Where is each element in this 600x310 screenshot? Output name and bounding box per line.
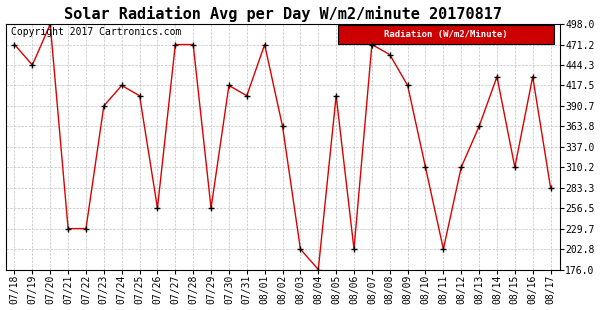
Title: Solar Radiation Avg per Day W/m2/minute 20170817: Solar Radiation Avg per Day W/m2/minute … (64, 6, 502, 22)
FancyBboxPatch shape (338, 25, 554, 44)
Text: Copyright 2017 Cartronics.com: Copyright 2017 Cartronics.com (11, 27, 181, 37)
Text: Radiation (W/m2/Minute): Radiation (W/m2/Minute) (384, 30, 508, 39)
